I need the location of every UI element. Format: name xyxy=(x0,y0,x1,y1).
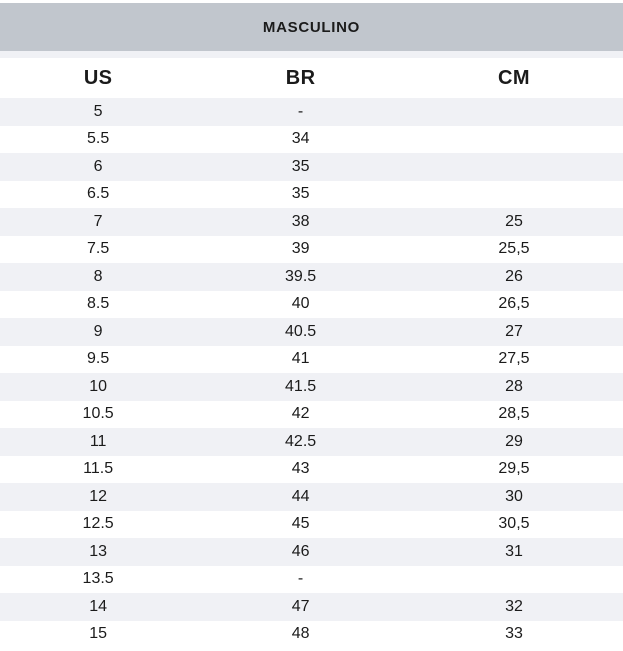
cell-br: 43 xyxy=(291,460,310,478)
table-row: 7 38 25 xyxy=(0,208,623,236)
cell-cm: 32 xyxy=(505,597,523,615)
table-row: 9.5 41 27,5 xyxy=(0,345,623,373)
table-row: 5.5 34 xyxy=(0,125,623,153)
table-row: 10.5 42 28,5 xyxy=(0,400,623,428)
cell-br: 39 xyxy=(291,240,310,258)
table-row: 5 - xyxy=(0,98,623,126)
cell-br: 42.5 xyxy=(285,432,317,450)
table-body: 5 - 5.5 34 6 35 6.5 35 7 38 25 7.5 39 25… xyxy=(0,98,623,648)
table-row: 10 41.5 28 xyxy=(0,373,623,401)
cell-br: 47 xyxy=(291,597,310,615)
cell-us: 5.5 xyxy=(86,130,110,148)
cell-cm: 28,5 xyxy=(498,405,530,423)
cell-cm: 30,5 xyxy=(498,515,530,533)
cell-br: 34 xyxy=(291,130,310,148)
chart-title-band: MASCULINO xyxy=(0,3,623,51)
cell-cm: 25 xyxy=(505,212,523,230)
cell-br: 35 xyxy=(291,157,310,175)
column-header-us: US xyxy=(83,66,113,89)
cell-us: 15 xyxy=(89,625,108,643)
cell-us: 13.5 xyxy=(82,570,114,588)
size-conversion-chart: MASCULINO US BR CM 5 - 5.5 34 6 35 6.5 3… xyxy=(0,3,623,648)
cell-cm: 26,5 xyxy=(498,295,530,313)
cell-us: 10 xyxy=(89,377,108,395)
cell-cm: 30 xyxy=(505,487,523,505)
spacer-strip xyxy=(0,51,623,58)
cell-br: - xyxy=(297,570,304,588)
cell-us: 6 xyxy=(93,157,103,175)
table-row: 7.5 39 25,5 xyxy=(0,235,623,263)
cell-br: 42 xyxy=(291,405,310,423)
cell-us: 11 xyxy=(89,432,107,450)
column-header-br: BR xyxy=(285,66,316,89)
table-row: 11.5 43 29,5 xyxy=(0,455,623,483)
cell-br: 44 xyxy=(291,487,310,505)
table-row: 8 39.5 26 xyxy=(0,263,623,291)
column-header-cm: CM xyxy=(498,66,530,89)
cell-cm: 29 xyxy=(505,432,523,450)
cell-br: 39.5 xyxy=(285,267,317,285)
cell-cm: 28 xyxy=(505,377,523,395)
cell-us: 10.5 xyxy=(82,405,114,423)
cell-cm: 33 xyxy=(505,625,523,643)
table-row: 13 46 31 xyxy=(0,538,623,566)
cell-cm: 29,5 xyxy=(498,460,530,478)
cell-us: 12.5 xyxy=(82,515,114,533)
cell-cm: 25,5 xyxy=(498,240,530,258)
cell-br: 40.5 xyxy=(285,322,317,340)
table-row: 11 42.5 29 xyxy=(0,428,623,456)
table-row: 9 40.5 27 xyxy=(0,318,623,346)
cell-us: 14 xyxy=(89,597,108,615)
cell-us: 9.5 xyxy=(86,350,110,368)
cell-us: 7.5 xyxy=(86,240,110,258)
cell-us: 13 xyxy=(89,542,108,560)
cell-br: 46 xyxy=(291,542,310,560)
table-row: 15 48 33 xyxy=(0,620,623,648)
cell-br: - xyxy=(297,102,304,120)
table-row: 13.5 - xyxy=(0,565,623,593)
table-row: 14 47 32 xyxy=(0,593,623,621)
cell-cm: 26 xyxy=(505,267,523,285)
cell-br: 41.5 xyxy=(285,377,317,395)
table-row: 6 35 xyxy=(0,153,623,181)
cell-us: 7 xyxy=(93,212,103,230)
table-row: 6.5 35 xyxy=(0,180,623,208)
column-header-row: US BR CM xyxy=(0,58,623,98)
cell-us: 8 xyxy=(93,267,103,285)
table-row: 8.5 40 26,5 xyxy=(0,290,623,318)
cell-br: 41 xyxy=(291,350,310,368)
cell-us: 8.5 xyxy=(86,295,110,313)
cell-us: 9 xyxy=(93,322,103,340)
cell-br: 38 xyxy=(291,212,310,230)
chart-title: MASCULINO xyxy=(262,18,361,36)
cell-br: 48 xyxy=(291,625,310,643)
cell-us: 12 xyxy=(89,487,108,505)
table-row: 12 44 30 xyxy=(0,483,623,511)
cell-cm: 27,5 xyxy=(498,350,530,368)
cell-us: 11.5 xyxy=(83,460,114,478)
table-row: 12.5 45 30,5 xyxy=(0,510,623,538)
cell-cm: 27 xyxy=(505,322,523,340)
cell-cm: 31 xyxy=(505,542,523,560)
cell-br: 35 xyxy=(291,185,310,203)
cell-br: 40 xyxy=(291,295,310,313)
cell-br: 45 xyxy=(291,515,310,533)
cell-us: 5 xyxy=(93,102,103,120)
cell-us: 6.5 xyxy=(86,185,110,203)
